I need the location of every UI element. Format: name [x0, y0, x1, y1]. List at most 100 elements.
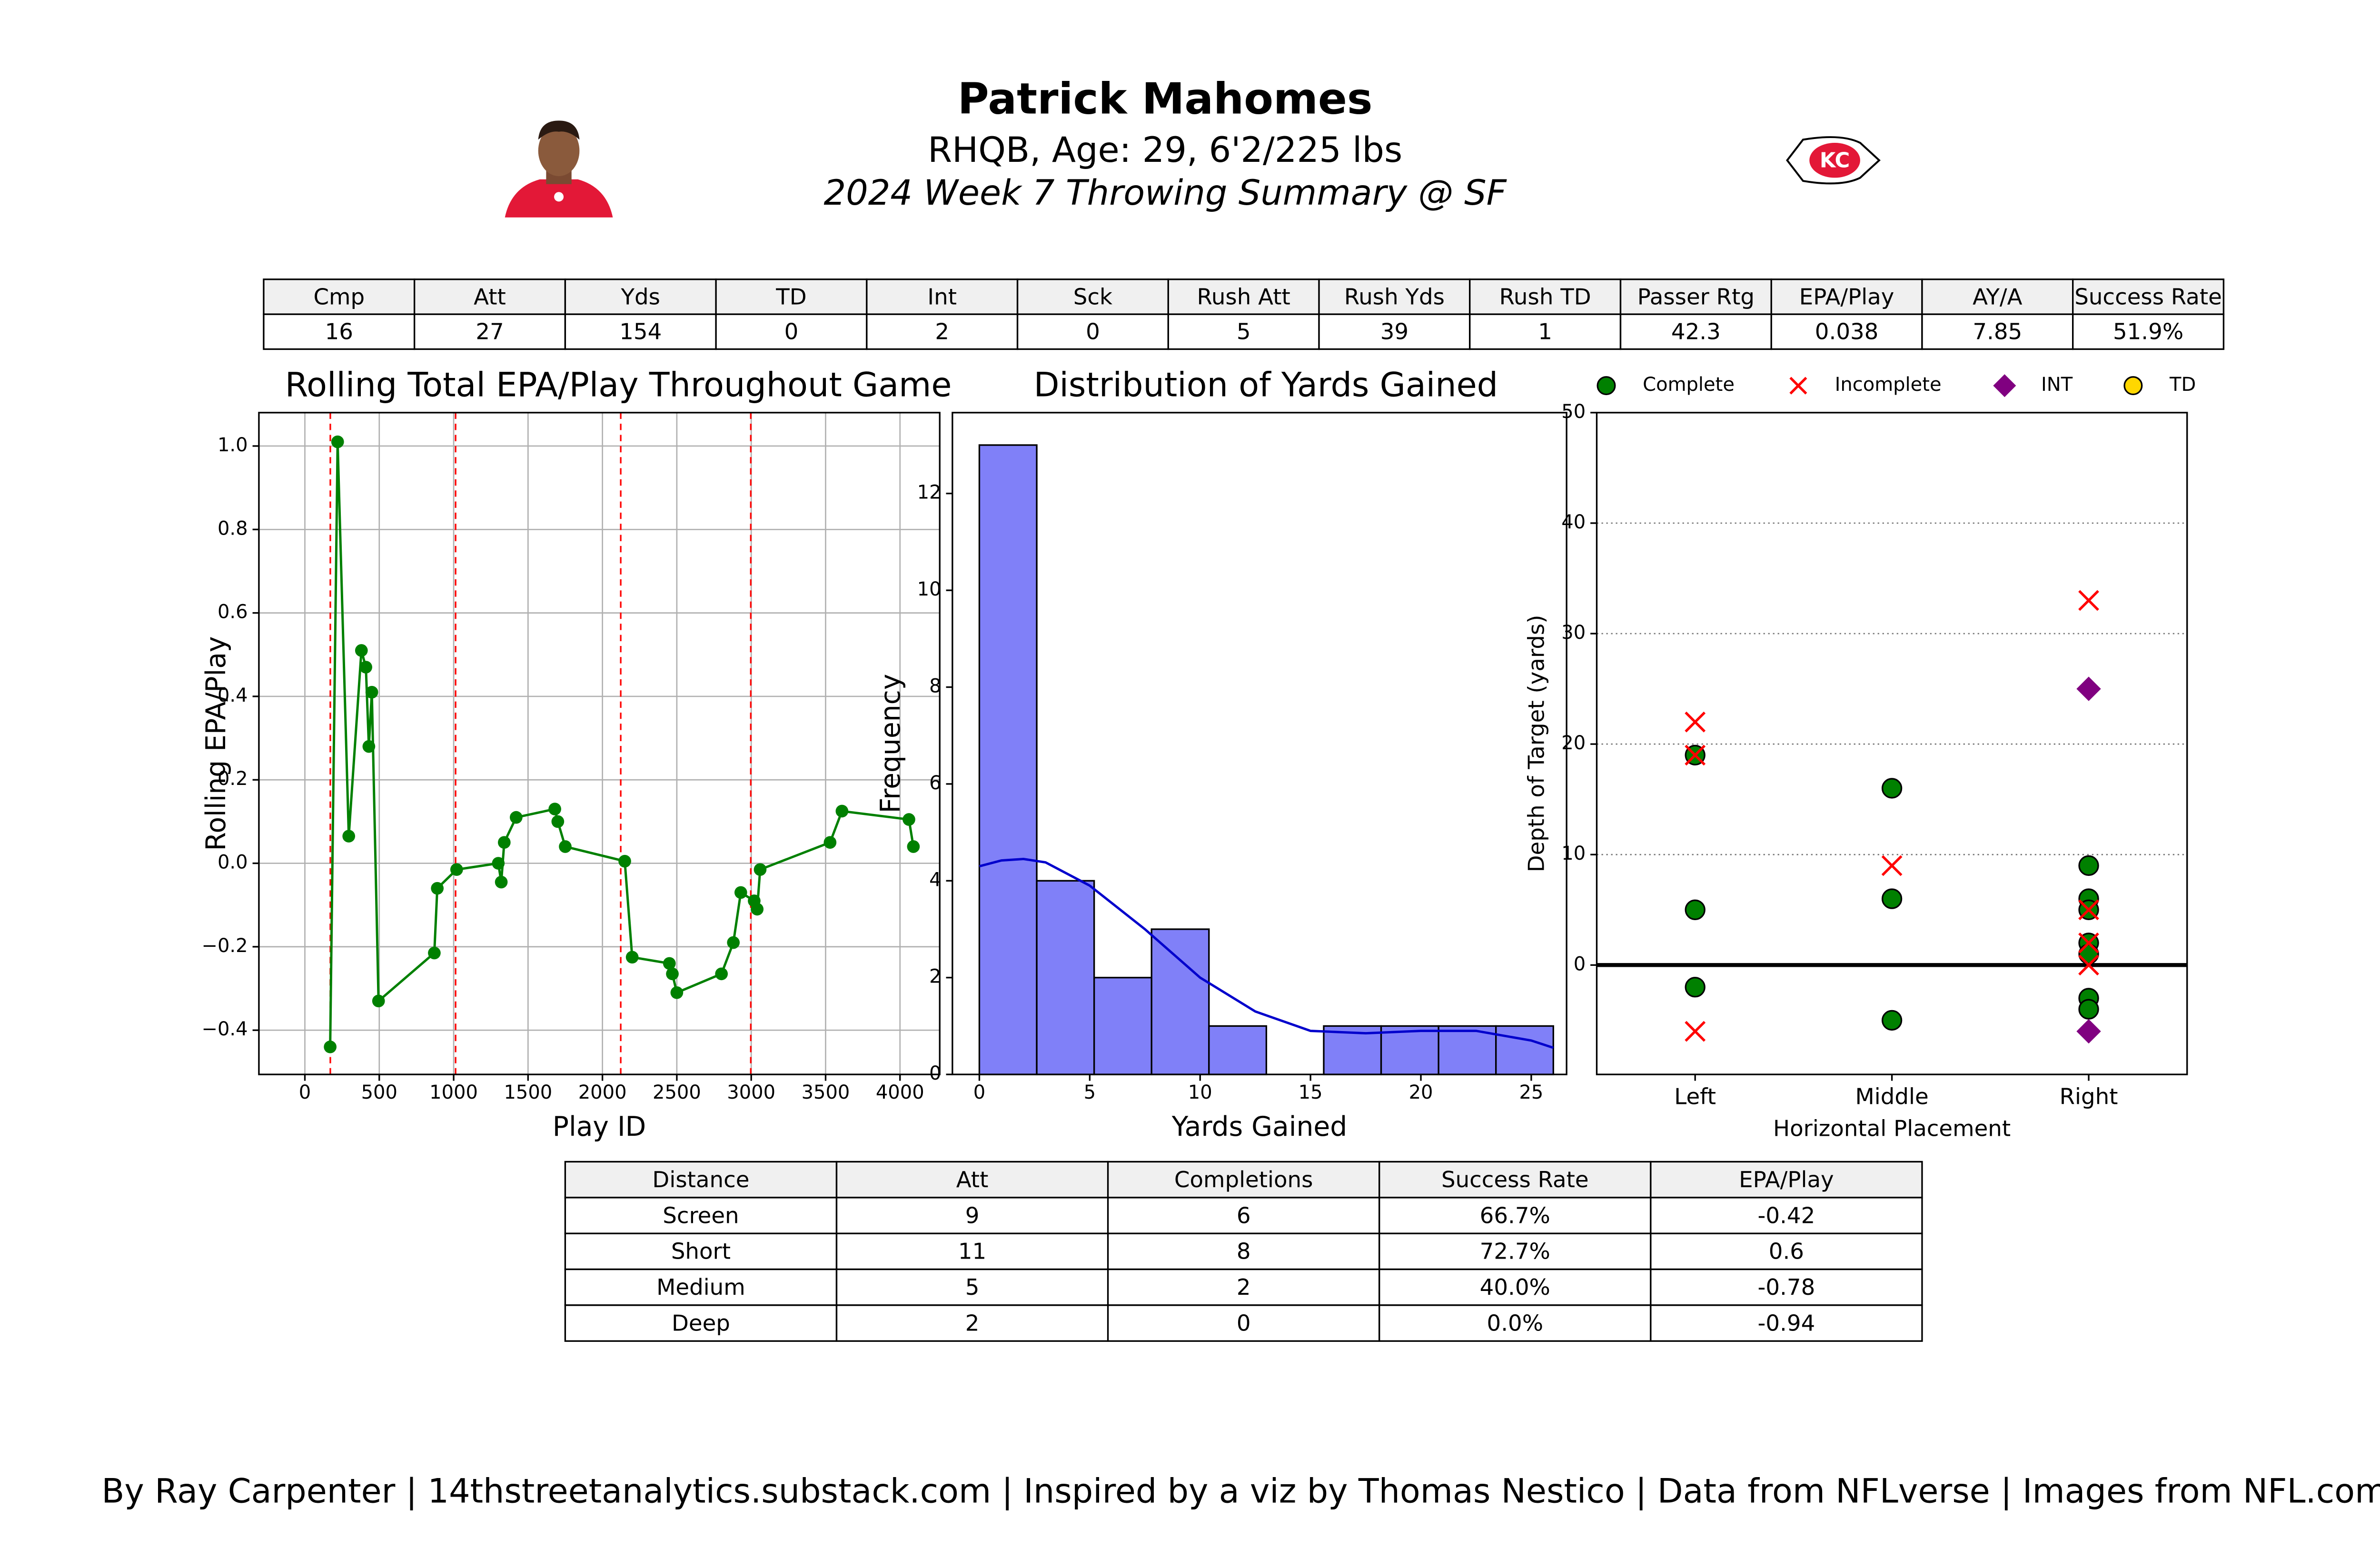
y-tick-label: 40 — [1561, 511, 1586, 533]
point — [331, 435, 344, 448]
plot-frame — [258, 412, 941, 1075]
y-axis-label: Rolling EPA/Play — [200, 636, 232, 851]
x-tick-label: 5 — [1084, 1082, 1096, 1103]
marker-diamond — [2076, 1019, 2101, 1044]
marker-x — [2078, 954, 2099, 976]
point — [324, 1040, 337, 1053]
column-header: AY/A — [1973, 284, 2023, 310]
cell-text: -0.94 — [1758, 1310, 1815, 1336]
legend-label: INT — [2041, 374, 2073, 396]
title: Patrick Mahomes — [958, 74, 1373, 124]
point — [835, 804, 849, 818]
y-tick-label: −0.2 — [201, 935, 248, 957]
legend-item: Incomplete — [1789, 374, 1942, 396]
x-tick-label: 15 — [1299, 1082, 1323, 1103]
subtitle: RHQB, Age: 29, 6'2/225 lbs — [928, 130, 1402, 170]
table-cell — [564, 313, 717, 350]
point — [492, 857, 505, 870]
y-tick-label: 10 — [917, 578, 942, 600]
bar — [1438, 1025, 1497, 1075]
legend-label: TD — [2169, 374, 2196, 396]
cell-text: Short — [671, 1239, 731, 1265]
table-cell — [1107, 1197, 1380, 1234]
cell-text: -0.42 — [1758, 1203, 1815, 1229]
table-cell — [564, 1304, 838, 1342]
column-header: Int — [927, 284, 957, 310]
point — [372, 994, 385, 1008]
point — [902, 813, 915, 826]
cell-text: 27 — [476, 319, 504, 345]
y-tick-label: 0.0 — [218, 852, 248, 873]
bar — [1036, 880, 1095, 1075]
column-header: EPA/Play — [1739, 1167, 1834, 1193]
team-logo: KC — [1786, 136, 1881, 185]
cell-text: 51.9% — [2113, 319, 2183, 345]
y-tick-label: 4 — [929, 869, 941, 891]
y-axis-label: Depth of Target (yards) — [1524, 615, 1550, 873]
column-header: EPA/Play — [1799, 284, 1894, 310]
x-tick-label: 0 — [973, 1082, 985, 1103]
marker-x — [2078, 590, 2099, 611]
x-tick-label: 1500 — [504, 1082, 552, 1103]
column-header: Distance — [652, 1167, 749, 1193]
x-tick-label: 20 — [1409, 1082, 1433, 1103]
cell-text: 0 — [1086, 319, 1100, 345]
cell-text: 40.0% — [1480, 1275, 1550, 1300]
y-tick-label: 1.0 — [218, 434, 248, 456]
table-cell — [1619, 313, 1772, 350]
cell-text: 16 — [325, 319, 353, 345]
cell-text: 9 — [965, 1203, 980, 1229]
marker-circle — [1881, 1010, 1903, 1031]
table-cell — [1650, 1197, 1923, 1234]
plot-frame — [952, 412, 1567, 1075]
x-tick-label: Middle — [1855, 1084, 1929, 1110]
y-tick-label: 0.6 — [218, 601, 248, 623]
point — [495, 875, 508, 889]
cell-text: 0.0% — [1487, 1310, 1544, 1336]
marker-circle — [2078, 999, 2099, 1020]
point — [428, 946, 441, 960]
cell-text: 5 — [965, 1275, 980, 1300]
x-tick-label: 3000 — [727, 1082, 775, 1103]
marker-circle — [1685, 977, 1706, 998]
marker-circle — [2078, 943, 2099, 964]
y-tick-label: 8 — [929, 675, 941, 697]
game-label: 2024 Week 7 Throwing Summary @ SF — [823, 173, 1507, 213]
marker-x — [1685, 744, 1706, 766]
table-cell — [564, 1197, 838, 1234]
table-cell — [1016, 313, 1169, 350]
header-cell — [564, 278, 717, 315]
y-tick-label: 2 — [929, 966, 941, 988]
y-tick-label: −0.4 — [201, 1018, 248, 1040]
table-cell — [866, 313, 1019, 350]
point — [727, 936, 740, 949]
header-cell — [564, 1161, 838, 1199]
point — [450, 863, 463, 876]
bar — [1495, 1025, 1554, 1075]
legend-item: INT — [1993, 374, 2073, 397]
column-header: Sck — [1073, 284, 1112, 310]
cell-text: 154 — [619, 319, 662, 345]
point — [823, 836, 837, 849]
point — [618, 854, 631, 868]
column-header: Yds — [621, 284, 660, 310]
marker-circle — [2123, 376, 2143, 396]
x-tick-label: 3500 — [802, 1082, 850, 1103]
cell-text: 2 — [1237, 1275, 1251, 1300]
cell-text: 0.6 — [1769, 1239, 1804, 1265]
header-cell — [1619, 278, 1772, 315]
y-tick-label: 12 — [917, 482, 942, 504]
column-header: Completions — [1174, 1167, 1313, 1193]
header-cell — [1318, 278, 1471, 315]
column-header: Rush Att — [1197, 284, 1290, 310]
cell-text: 39 — [1380, 319, 1408, 345]
bar — [1093, 977, 1152, 1075]
point — [342, 830, 356, 843]
x-tick-label: 25 — [1519, 1082, 1543, 1103]
point — [355, 644, 368, 657]
y-tick-label: 6 — [929, 772, 941, 794]
kde-curve — [979, 858, 1554, 1049]
point — [359, 661, 372, 674]
legend-item: TD — [2123, 374, 2196, 396]
